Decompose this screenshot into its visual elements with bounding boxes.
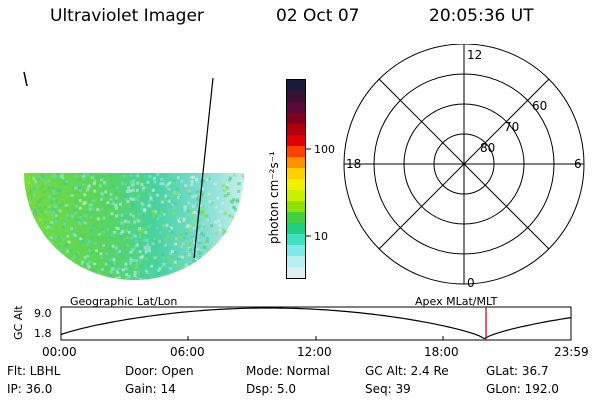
colorbar-ticks: 100 10 [306, 143, 335, 243]
colorbar-band [287, 234, 305, 245]
svg-text:GC Alt: GC Alt [12, 306, 25, 340]
geo-longitude: GLon: 192.0 [486, 382, 559, 396]
colorbar-tick-100: 100 [314, 143, 335, 156]
colorbar-band [287, 212, 305, 223]
flight-mode: Flt: LBHL [7, 364, 61, 378]
sequence-number: Seq: 39 [365, 382, 411, 396]
colorbar-band [287, 223, 305, 234]
svg-text:photon cm⁻²s⁻¹: photon cm⁻²s⁻¹ [267, 151, 281, 244]
dsp-value: Dsp: 5.0 [246, 382, 297, 396]
gain-value: Gain: 14 [125, 382, 176, 396]
ytick-1.8: 1.8 [34, 327, 52, 340]
colorbar-band [287, 179, 305, 190]
geo-latitude: GLat: 36.7 [486, 364, 549, 378]
geographic-image [23, 71, 244, 280]
plot-title-left: Geographic Lat/Lon [70, 295, 178, 308]
altitude-plot [60, 306, 572, 341]
xtick-2359: 23:59 [554, 345, 589, 359]
xtick-0600: 06:00 [170, 345, 205, 359]
track-mark [23, 71, 28, 87]
colorbar-band [287, 245, 305, 256]
colorbar-band [287, 146, 305, 157]
ytick-9: 9.0 [34, 307, 52, 320]
colorbar-band [287, 80, 305, 91]
colorbar-unit-label: photon cm⁻²s⁻¹ [267, 151, 281, 244]
time-label: 20:05:36 UT [429, 6, 534, 26]
plot-ylabel: GC Alt [12, 306, 25, 340]
ip-value: IP: 36.0 [7, 382, 53, 396]
xtick-0000: 00:00 [42, 345, 77, 359]
colorbar-band [287, 135, 305, 146]
colorbar-band [287, 102, 305, 113]
orbit-track-line [193, 77, 214, 259]
plot-frame [60, 306, 572, 341]
lat-label-80: 80 [480, 141, 495, 155]
colorbar [286, 79, 306, 279]
colorbar-band [287, 113, 305, 124]
colorbar-band [287, 157, 305, 168]
colorbar-band [287, 91, 305, 102]
lat-label-60: 60 [532, 99, 547, 113]
colorbar-band [287, 190, 305, 201]
gc-altitude: GC Alt: 2.4 Re [365, 364, 449, 378]
mlt-label-12: 12 [467, 48, 482, 62]
mlt-label-0: 0 [467, 276, 475, 290]
door-status: Door: Open [125, 364, 194, 378]
plot-title-right: Apex MLat/MLT [415, 295, 498, 308]
colorbar-tick-10: 10 [314, 230, 328, 243]
colorbar-band [287, 256, 305, 267]
colorbar-band [287, 168, 305, 179]
colorbar-band [287, 124, 305, 135]
mlt-label-18: 18 [346, 157, 361, 171]
polar-plot: 12 18 6 0 60 70 80 [343, 44, 585, 290]
date-label: 02 Oct 07 [276, 6, 360, 26]
instrument-title: Ultraviolet Imager [50, 6, 204, 26]
altitude-curve [60, 307, 572, 340]
colorbar-band [287, 267, 305, 278]
colorbar-band [287, 201, 305, 212]
xtick-1200: 12:00 [297, 345, 332, 359]
xtick-1800: 18:00 [424, 345, 459, 359]
mode-status: Mode: Normal [246, 364, 330, 378]
mlt-label-6: 6 [574, 157, 582, 171]
lat-label-70: 70 [504, 120, 519, 134]
